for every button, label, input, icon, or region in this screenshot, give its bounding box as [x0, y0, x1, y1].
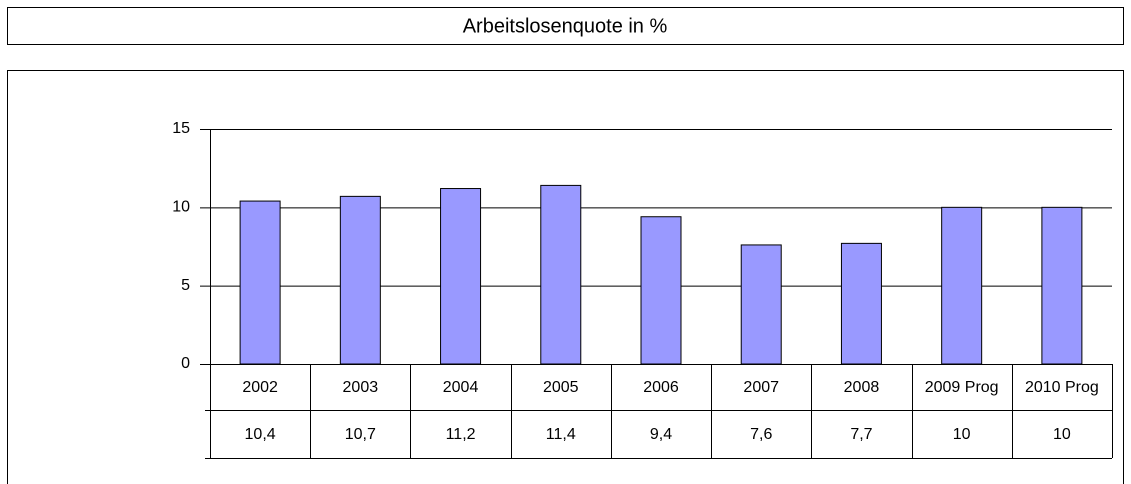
x-tick-label: 2007 — [743, 379, 779, 396]
value-label: 7,6 — [750, 426, 772, 443]
x-tick-label: 2008 — [844, 379, 880, 396]
x-tick-label: 2010 Prog — [1025, 379, 1099, 396]
value-label: 11,2 — [446, 426, 476, 443]
bar — [239, 200, 281, 365]
bar — [339, 195, 381, 365]
bar — [941, 206, 983, 365]
x-tick-label: 2004 — [443, 379, 479, 396]
y-tick-label: 10 — [172, 199, 190, 216]
value-label: 11,4 — [546, 426, 576, 443]
bar — [740, 244, 782, 365]
x-tick-label: 2006 — [643, 379, 679, 396]
title-box — [7, 7, 1124, 45]
x-tick-label: 2009 Prog — [925, 379, 999, 396]
chart-title: Arbeitslosenquote in % — [463, 15, 668, 37]
x-tick-label: 2003 — [343, 379, 379, 396]
bar — [1041, 206, 1083, 365]
value-label: 10 — [1053, 426, 1071, 443]
value-label: 10 — [953, 426, 971, 443]
x-tick-label: 2005 — [543, 379, 579, 396]
value-label: 7,7 — [850, 426, 872, 443]
bar — [540, 184, 582, 365]
value-label: 10,7 — [345, 426, 376, 443]
bar — [640, 216, 682, 365]
y-tick-label: 0 — [181, 355, 190, 372]
bar — [840, 242, 882, 365]
x-tick-label: 2002 — [242, 379, 278, 396]
y-tick-label: 15 — [172, 120, 190, 137]
value-label: 9,4 — [650, 426, 672, 443]
value-label: 10,4 — [245, 426, 276, 443]
bar — [440, 188, 482, 365]
y-tick-label: 5 — [181, 277, 190, 294]
